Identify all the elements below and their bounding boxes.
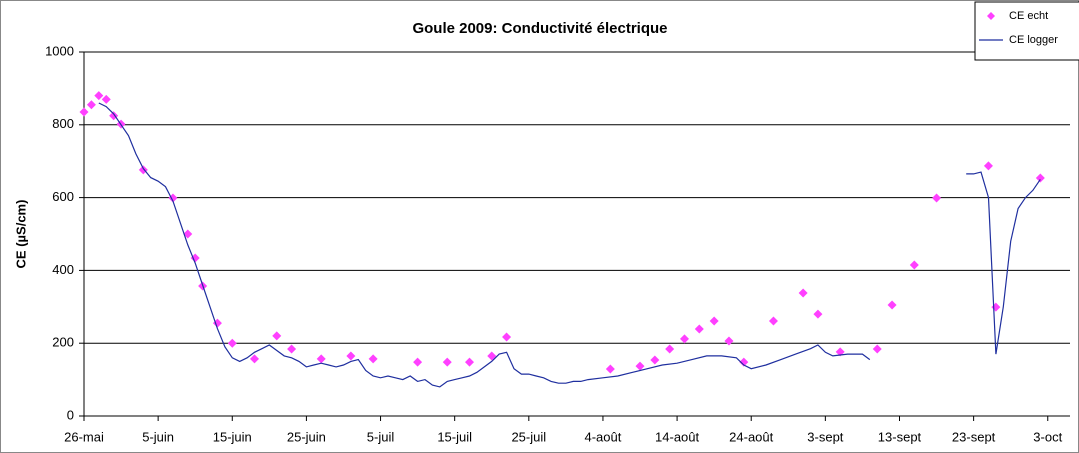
x-tick-label: 5-juil: [367, 429, 395, 444]
x-tick-label: 14-août: [655, 429, 699, 444]
data-point: [465, 357, 475, 367]
y-tick-label: 600: [52, 189, 74, 204]
legend-box: [974, 1, 1079, 61]
data-point: [872, 344, 882, 354]
data-point: [316, 354, 326, 364]
data-point: [227, 338, 237, 348]
data-point: [887, 300, 897, 310]
data-point: [183, 229, 193, 239]
x-tick-label: 4-août: [585, 429, 622, 444]
data-point: [1035, 173, 1045, 183]
x-tick-label: 25-juil: [511, 429, 546, 444]
x-tick-label: 23-sept: [952, 429, 996, 444]
data-point: [709, 316, 719, 326]
data-point: [665, 344, 675, 354]
x-tick-label: 25-juin: [287, 429, 326, 444]
y-tick-label: 0: [67, 407, 74, 422]
y-tick-label: 200: [52, 335, 74, 350]
data-point: [909, 260, 919, 270]
data-point: [635, 361, 645, 371]
y-tick-label: 400: [52, 262, 74, 277]
x-tick-label: 26-mai: [64, 429, 104, 444]
y-axis-label: CE (µS/cm): [13, 200, 28, 269]
data-point: [679, 334, 689, 344]
data-point: [190, 253, 200, 263]
data-point: [368, 354, 378, 364]
x-tick-label: 15-juin: [213, 429, 252, 444]
data-point: [739, 357, 749, 367]
data-line: [98, 102, 1041, 388]
x-tick-label: 3-oct: [1033, 429, 1062, 444]
data-point: [605, 364, 615, 374]
x-tick-label: 3-sept: [807, 429, 844, 444]
data-point: [413, 357, 423, 367]
data-point: [86, 100, 96, 110]
data-point: [798, 288, 808, 298]
data-point: [94, 91, 104, 101]
x-tick-label: 5-juin: [142, 429, 174, 444]
data-point: [694, 324, 704, 334]
legend-label: CE logger: [1009, 34, 1058, 46]
y-tick-label: 1000: [45, 43, 74, 58]
legend-label: CE echt: [1009, 10, 1048, 22]
data-point: [724, 336, 734, 346]
y-tick-label: 800: [52, 116, 74, 131]
data-point: [101, 94, 111, 104]
data-point: [502, 332, 512, 342]
x-tick-label: 24-août: [729, 429, 773, 444]
data-point: [79, 107, 89, 117]
data-point: [250, 354, 260, 364]
data-point: [813, 309, 823, 319]
data-point: [442, 357, 452, 367]
data-point: [272, 331, 282, 341]
legend-marker: [987, 12, 995, 20]
x-tick-label: 13-sept: [878, 429, 922, 444]
data-point: [932, 193, 942, 203]
data-point: [287, 344, 297, 354]
data-point: [346, 351, 356, 361]
data-point: [983, 161, 993, 171]
data-point: [768, 316, 778, 326]
chart-title: Goule 2009: Conductivité électrique: [412, 20, 667, 37]
data-point: [650, 355, 660, 365]
data-point: [487, 351, 497, 361]
x-tick-label: 15-juil: [437, 429, 472, 444]
